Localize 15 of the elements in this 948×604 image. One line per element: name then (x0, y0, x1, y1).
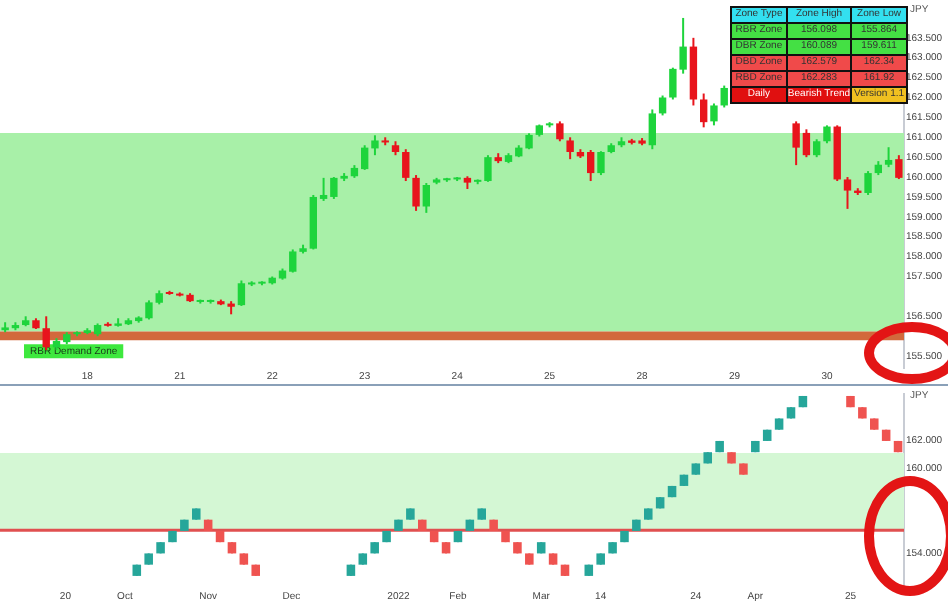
candlestick (843, 176, 852, 210)
candlestick (402, 148, 410, 183)
candlestick (422, 182, 431, 214)
candlestick (720, 84, 728, 109)
candlestick (566, 136, 574, 161)
candlestick (412, 174, 420, 212)
candlestick (884, 146, 893, 169)
candlestick (710, 102, 718, 127)
candlestick (864, 170, 872, 196)
candlestick (699, 92, 708, 129)
candlestick (371, 134, 379, 157)
candlestick (895, 154, 903, 181)
candlestick (556, 120, 564, 143)
candlestick (597, 150, 605, 177)
candlestick (648, 108, 657, 151)
